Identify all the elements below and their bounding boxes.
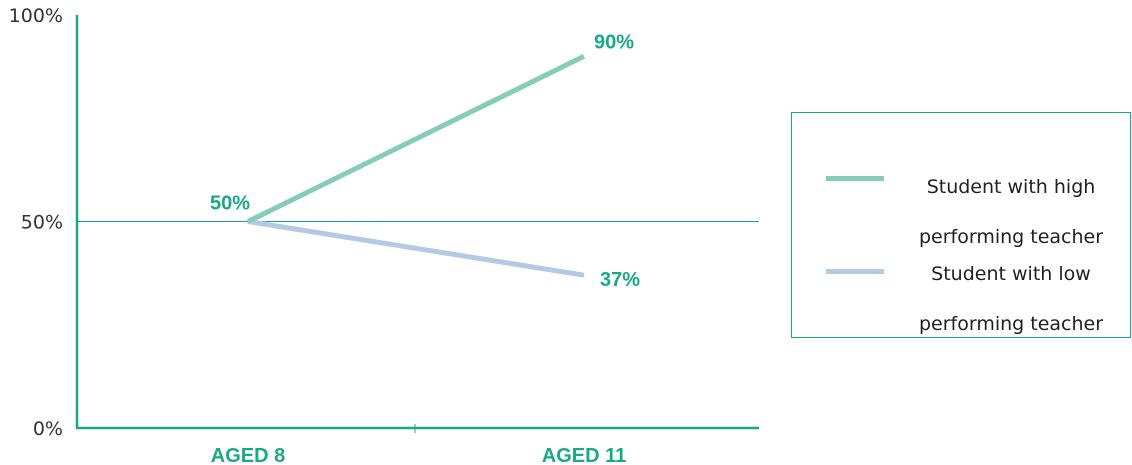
- data-label-2: 37%: [600, 269, 640, 291]
- legend-label-high-line2: performing teacher: [918, 226, 1104, 248]
- y-tick-label-2: 100%: [9, 5, 63, 27]
- legend-swatch-low: [826, 269, 884, 274]
- legend-label-low: Student with low performing teacher: [896, 237, 1126, 362]
- legend-label-high-line1: Student with high: [926, 176, 1096, 198]
- y-tick-label-1: 50%: [21, 212, 63, 234]
- series-line-low: [247, 219, 585, 278]
- legend-label-high: Student with high performing teacher: [896, 150, 1126, 275]
- legend-label-low-line1: Student with low: [931, 263, 1091, 285]
- data-label-1: 90%: [594, 31, 634, 53]
- x-category-label-0: AGED 8: [211, 445, 285, 465]
- series-line-high: [246, 54, 586, 224]
- legend-label-low-line2: performing teacher: [918, 313, 1104, 335]
- x-category-label-1: AGED 11: [542, 445, 626, 465]
- legend-item-low: Student with low performing teacher: [792, 233, 1130, 335]
- legend-item-high: Student with high performing teacher: [792, 146, 1130, 248]
- y-tick-label-0: 0%: [33, 418, 63, 440]
- data-label-0: 50%: [210, 193, 250, 215]
- legend-swatch-high: [826, 176, 884, 181]
- legend: Student with high performing teacher Stu…: [791, 112, 1131, 338]
